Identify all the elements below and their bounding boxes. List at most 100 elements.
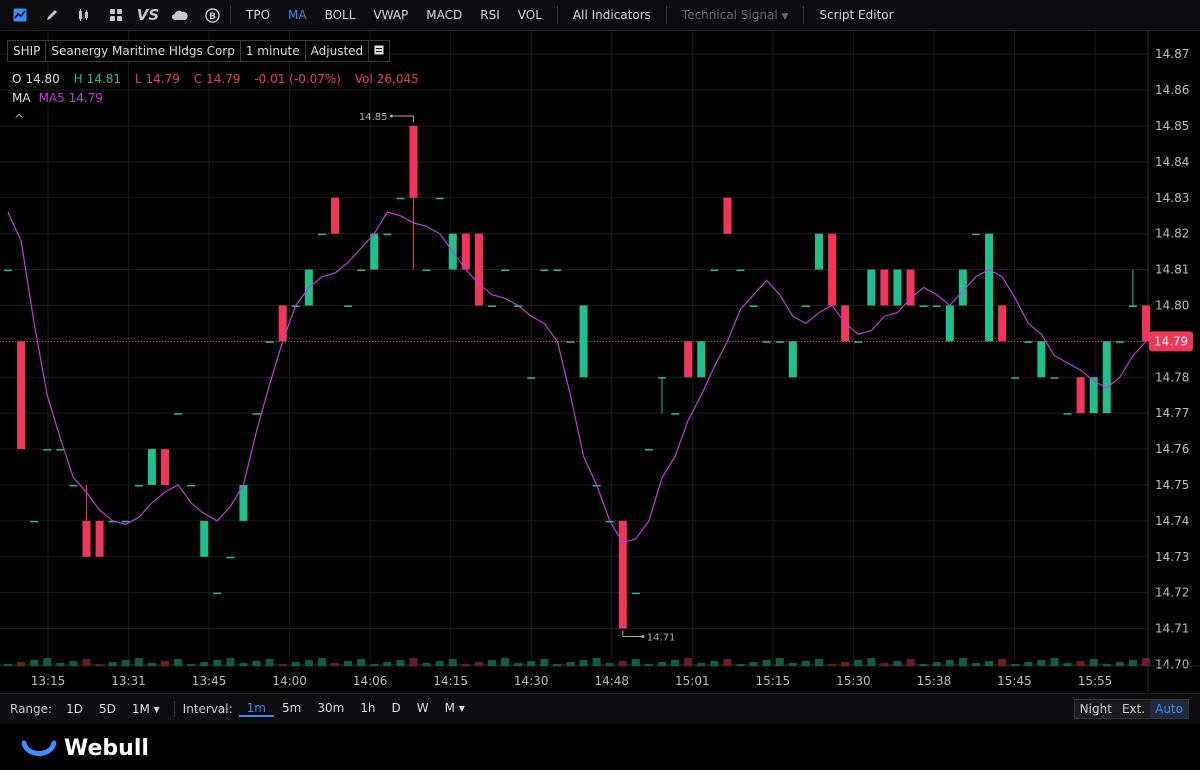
volume-bar bbox=[854, 660, 863, 666]
indicator-tab-vwap[interactable]: VWAP bbox=[373, 8, 409, 22]
y-tick-label: 14.81 bbox=[1155, 263, 1189, 277]
candle bbox=[187, 484, 196, 487]
line-chart-icon[interactable] bbox=[8, 0, 32, 30]
candle bbox=[906, 269, 915, 306]
range-option[interactable]: 1M ▾ bbox=[131, 702, 160, 716]
indicator-tab-vol[interactable]: VOL bbox=[517, 8, 542, 22]
volume-bar bbox=[1115, 662, 1124, 666]
volume-bar bbox=[501, 658, 510, 666]
volume-bar bbox=[527, 661, 536, 666]
candle bbox=[278, 305, 287, 342]
candle bbox=[69, 484, 78, 487]
range-option[interactable]: 1D bbox=[66, 702, 83, 716]
candle bbox=[566, 341, 575, 343]
interval-option[interactable]: 1h bbox=[360, 701, 376, 715]
interval-option[interactable]: M ▾ bbox=[444, 701, 465, 715]
range-option[interactable]: 5D bbox=[98, 702, 116, 716]
volume-bar bbox=[487, 660, 496, 666]
toolbar-divider bbox=[230, 6, 231, 24]
toolbar-divider bbox=[803, 6, 805, 24]
session-mode-night[interactable]: Night bbox=[1074, 700, 1117, 718]
y-tick-label: 14.78 bbox=[1155, 370, 1189, 384]
volume-bar bbox=[985, 661, 994, 666]
volume-bar bbox=[134, 658, 143, 666]
chart-canvas[interactable]: 14.87 14.86 14.85 14.84 14.83 14.82 14.81 14.80… bbox=[0, 30, 1200, 692]
cloud-icon[interactable] bbox=[168, 0, 192, 30]
volume-bar bbox=[958, 658, 967, 666]
volume-bar bbox=[971, 663, 980, 666]
volume-bar bbox=[671, 660, 680, 666]
interval-option[interactable]: W bbox=[416, 701, 429, 715]
session-mode-ext[interactable]: Ext. bbox=[1116, 700, 1151, 718]
indicator-tab-tpo[interactable]: TPO bbox=[246, 8, 271, 22]
interval-option[interactable]: 5m bbox=[281, 701, 302, 715]
volume-bar bbox=[291, 662, 300, 666]
price-chart[interactable]: 14.87 14.86 14.85 14.84 14.83 14.82 14.81 14.80… bbox=[0, 30, 1200, 692]
interval-option[interactable]: 30m bbox=[317, 701, 345, 715]
x-tick-label: 14:15 bbox=[433, 674, 468, 688]
volume-bar bbox=[213, 660, 222, 666]
candle bbox=[788, 341, 797, 378]
volume-bar bbox=[396, 660, 405, 666]
settings-icon[interactable] bbox=[369, 41, 389, 61]
volume-bar bbox=[605, 663, 614, 666]
candle bbox=[775, 341, 784, 343]
indicator-tab-macd[interactable]: MACD bbox=[426, 8, 463, 22]
ma-label: MA bbox=[12, 91, 31, 105]
chevron-down-icon: ▼ bbox=[781, 12, 789, 22]
candle bbox=[1063, 413, 1072, 415]
volume-bar bbox=[30, 660, 39, 666]
candle bbox=[945, 305, 954, 342]
technical-signal-dropdown[interactable]: Technical Signal ▼ bbox=[673, 8, 798, 22]
volume-bar bbox=[684, 658, 693, 666]
candle bbox=[1050, 377, 1059, 379]
vs-icon[interactable]: VS bbox=[136, 6, 160, 24]
candle bbox=[710, 269, 719, 272]
volume-bar bbox=[187, 664, 196, 666]
candle bbox=[1024, 341, 1033, 343]
volume-bar bbox=[1142, 658, 1150, 666]
candle bbox=[252, 413, 261, 415]
volume-bar bbox=[435, 661, 444, 666]
high-marker-dot bbox=[389, 114, 393, 118]
collapse-icon[interactable]: ^ bbox=[14, 112, 25, 126]
candle bbox=[213, 592, 222, 595]
candle bbox=[919, 305, 928, 307]
volume-bar bbox=[278, 664, 287, 666]
candle bbox=[1089, 377, 1098, 414]
candle bbox=[317, 233, 326, 236]
candle bbox=[396, 197, 405, 200]
x-tick-label: 14:00 bbox=[272, 674, 307, 688]
ma-readout: MA MA5 14.79 bbox=[12, 91, 103, 105]
indicator-tab-rsi[interactable]: RSI bbox=[480, 8, 500, 22]
volume-bar bbox=[749, 662, 758, 666]
indicator-tab-boll[interactable]: BOLL bbox=[324, 8, 356, 22]
x-tick-label: 13:15 bbox=[31, 674, 66, 688]
close-value: 14.79 bbox=[206, 72, 241, 86]
candle bbox=[671, 413, 680, 415]
all-indicators-button[interactable]: All Indicators bbox=[572, 8, 651, 22]
candle bbox=[174, 413, 183, 415]
candle bbox=[658, 377, 667, 379]
pen-icon[interactable] bbox=[40, 0, 64, 30]
low-value: 14.79 bbox=[145, 72, 180, 86]
volume-bar bbox=[200, 662, 209, 666]
volume-bar bbox=[1076, 661, 1085, 666]
volume-bar bbox=[540, 659, 549, 666]
toolbar-divider bbox=[556, 6, 558, 24]
b-badge-icon[interactable]: B bbox=[200, 0, 224, 30]
candle bbox=[1115, 341, 1124, 343]
footer: Webull bbox=[0, 724, 1200, 770]
grid-icon[interactable] bbox=[104, 0, 128, 30]
x-tick-label: 14:48 bbox=[594, 674, 629, 688]
candles-icon[interactable] bbox=[72, 0, 96, 30]
top-toolbar: VS B TPO MA BOLL VWAP MACD RSI VOL All Indicat… bbox=[0, 0, 1200, 31]
x-tick-label: 15:30 bbox=[836, 674, 871, 688]
session-mode-auto[interactable]: Auto bbox=[1150, 700, 1188, 718]
ohlc-readout: O 14.80 H 14.81 L 14.79 C 14.79 -0.01 (-0.07… bbox=[12, 72, 419, 86]
interval-option[interactable]: 1m bbox=[238, 701, 274, 717]
indicator-tab-ma[interactable]: MA bbox=[288, 8, 307, 22]
interval-option[interactable]: D bbox=[391, 701, 401, 715]
script-editor-button[interactable]: Script Editor bbox=[819, 8, 894, 22]
volume-bar bbox=[461, 664, 470, 666]
